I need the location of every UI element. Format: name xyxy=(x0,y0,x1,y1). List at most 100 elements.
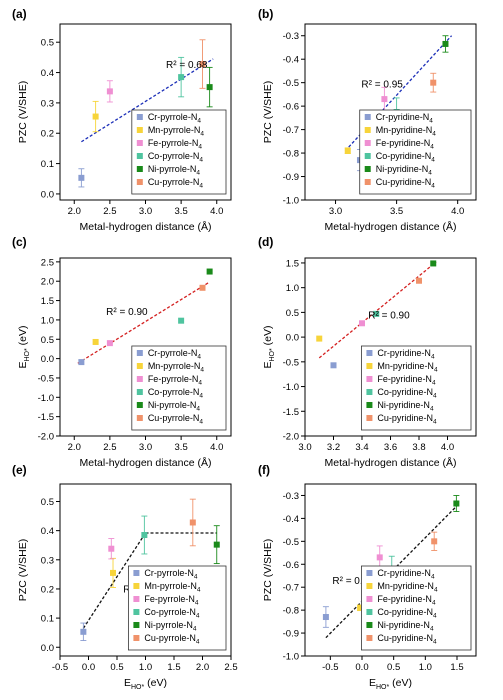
legend-entry: Cr-pyrrole-N4 xyxy=(148,112,202,125)
x-axis-label: EHO* (eV) xyxy=(369,677,412,691)
legend-swatch xyxy=(133,596,140,602)
legend-entry-name: Fe-pyridine-N xyxy=(377,594,432,604)
data-point xyxy=(376,554,383,561)
data-point xyxy=(206,268,213,275)
x-axis-label-unit: (eV) xyxy=(389,677,412,689)
chart-panel-f: -0.5 0.0 0.5 1.0 1.5 -0.3 -0.4 -0.5 -0.6 -0.7 -0.8… xyxy=(262,483,477,691)
data-point xyxy=(141,532,148,539)
x-tick-label: 3.5 xyxy=(175,442,188,453)
legend-entry-subscript: 4 xyxy=(198,380,202,387)
legend-entry-subscript: 4 xyxy=(430,626,434,633)
x-axis-label-main: E xyxy=(369,677,376,689)
legend-box xyxy=(131,345,227,431)
data-point xyxy=(199,61,206,68)
y-axis-label-main: PZC (V/SHE) xyxy=(262,81,274,143)
legend-swatch xyxy=(136,350,143,356)
legend-entry: Fe-pyridine-N4 xyxy=(377,374,436,387)
legend-entry-subscript: 4 xyxy=(429,118,433,125)
legend-entry-name: Co-pyrrole-N xyxy=(148,387,200,397)
x-tick-label: 1.0 xyxy=(139,662,152,673)
legend-entry: Cr-pyridine-N4 xyxy=(376,112,434,125)
data-point xyxy=(199,284,206,291)
x-axis-label: Metal-hydrogen distance (Å) xyxy=(325,456,457,469)
legend-entry: Co-pyrrole-N4 xyxy=(148,387,204,400)
legend-swatch xyxy=(366,402,373,408)
legend-entry: Mn-pyrrole-N4 xyxy=(148,125,205,138)
legend-entry-subscript: 4 xyxy=(428,170,432,177)
x-tick-label: 3.5 xyxy=(175,206,188,217)
legend-swatch xyxy=(366,596,373,602)
y-tick-label: 0.5 xyxy=(286,308,299,319)
legend-entry-subscript: 4 xyxy=(196,613,200,620)
x-tick-label: 3.5 xyxy=(390,206,403,217)
y-axis-label: PZC (V/SHE) xyxy=(262,81,274,143)
legend-entry: Fe-pyridine-N4 xyxy=(377,594,436,607)
panel-label: (a) xyxy=(12,7,27,21)
x-tick-label: 0.5 xyxy=(110,662,123,673)
legend-entry-subscript: 4 xyxy=(194,574,198,581)
y-tick-label: -0.6 xyxy=(283,102,299,113)
legend-entry: Cr-pyrrole-N4 xyxy=(144,568,198,581)
x-axis-label: Metal-hydrogen distance (Å) xyxy=(80,220,212,233)
y-tick-label: 0.0 xyxy=(286,333,299,344)
x-tick-label: 4.0 xyxy=(210,206,223,217)
data-point xyxy=(213,541,220,548)
legend-entry-name: Fe-pyrrole-N xyxy=(148,374,199,384)
x-tick-label: -0.5 xyxy=(52,662,68,673)
legend-entry-name: Ni-pyrrole-N xyxy=(144,620,193,630)
y-axis-label-unit: (eV) xyxy=(17,325,29,348)
x-axis-label-subscript: HO* xyxy=(376,684,390,691)
data-point xyxy=(108,545,115,552)
data-point xyxy=(357,604,364,611)
y-axis-label-main: PZC (V/SHE) xyxy=(17,81,29,143)
legend-entry-subscript: 4 xyxy=(196,406,200,413)
y-tick-label: 0.2 xyxy=(41,129,54,140)
y-tick-label: -0.5 xyxy=(283,537,299,548)
x-axis-label-main: E xyxy=(124,677,131,689)
legend-entry-subscript: 4 xyxy=(196,639,200,646)
legend-entry-name: Co-pyridine-N xyxy=(377,607,433,617)
r-squared-label: R² = 0.68 xyxy=(166,60,208,71)
legend-swatch xyxy=(364,140,371,146)
legend-swatch xyxy=(136,127,143,133)
x-tick-label: 0.0 xyxy=(82,662,95,673)
y-axis-label-main: PZC (V/SHE) xyxy=(262,539,274,601)
y-axis-label-main: E xyxy=(262,361,274,368)
legend-entry-subscript: 4 xyxy=(433,639,437,646)
x-tick-label: 0.5 xyxy=(387,662,400,673)
legend-entry-name: Fe-pyridine-N xyxy=(377,374,432,384)
legend-swatch xyxy=(366,609,373,615)
data-point xyxy=(416,277,422,284)
y-tick-label: 0.0 xyxy=(41,643,54,654)
legend-box xyxy=(361,565,472,651)
legend-entry: Cu-pyridine-N4 xyxy=(377,413,437,426)
legend-entry-name: Fe-pyrrole-N xyxy=(144,594,195,604)
legend-entry-name: Cr-pyrrole-N xyxy=(144,568,194,578)
legend-entry-subscript: 4 xyxy=(430,144,434,151)
legend-entry-name: Co-pyridine-N xyxy=(377,387,433,397)
panel-label: (d) xyxy=(258,235,273,249)
y-tick-label: 0.4 xyxy=(41,526,54,537)
y-axis-label-unit: (eV) xyxy=(262,325,274,348)
legend-swatch xyxy=(364,153,371,159)
data-point xyxy=(442,40,449,47)
panel-label: (c) xyxy=(12,235,27,249)
data-point xyxy=(344,147,351,154)
legend-swatch xyxy=(136,415,143,421)
x-axis-label-main: Metal-hydrogen distance (Å) xyxy=(325,220,457,233)
legend-entry-subscript: 4 xyxy=(432,131,436,138)
legend-swatch xyxy=(136,402,143,408)
legend-swatch xyxy=(366,635,373,641)
legend-entry-name: Mn-pyrrole-N xyxy=(144,581,197,591)
y-tick-label: 0.5 xyxy=(41,38,54,49)
legend-entry-subscript: 4 xyxy=(196,170,200,177)
r-squared-label: R² = 0.95 xyxy=(361,79,403,90)
legend-entry-name: Fe-pyridine-N xyxy=(376,138,431,148)
x-tick-label: 2.0 xyxy=(68,442,81,453)
legend-entry-subscript: 4 xyxy=(197,118,201,125)
legend-entry-subscript: 4 xyxy=(430,406,434,413)
x-tick-label: 3.0 xyxy=(298,442,311,453)
y-axis-label: EHO* (eV) xyxy=(262,325,276,368)
data-point xyxy=(431,538,438,545)
legend-entry: Co-pyridine-N4 xyxy=(376,151,436,164)
